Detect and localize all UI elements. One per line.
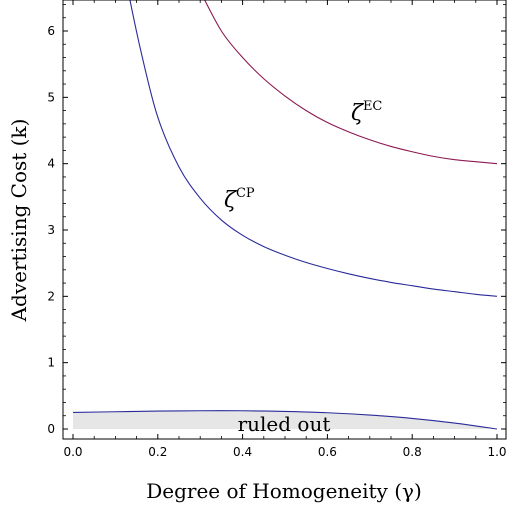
- y-tick-label: 5: [47, 90, 55, 104]
- curves: [72, 0, 498, 430]
- x-tick-label: 1.0: [487, 445, 506, 459]
- curve-label-cp: ζCP: [224, 186, 255, 213]
- y-axis-ticks: 0 1 2 3 4 5 6: [47, 4, 506, 436]
- x-tick-label: 0.2: [148, 445, 167, 459]
- y-tick-label: 2: [47, 289, 55, 303]
- x-axis-label: Degree of Homogeneity (γ): [146, 479, 422, 503]
- ruled-out-label: ruled out: [238, 412, 331, 436]
- y-tick-label: 4: [47, 157, 55, 171]
- ruled-out-region: [73, 410, 497, 429]
- plot-frame: [62, 0, 507, 440]
- curve-boundary: [72, 410, 498, 430]
- curve-cp: [129, 0, 498, 297]
- y-tick-label: 0: [47, 422, 55, 436]
- y-axis-label: Advertising Cost (k): [7, 119, 31, 323]
- x-tick-label: 0.8: [403, 445, 422, 459]
- curve-label-ec: ζEC: [351, 99, 382, 126]
- x-tick-label: 0.4: [233, 445, 252, 459]
- y-tick-label: 6: [47, 24, 55, 38]
- x-tick-label: 0.6: [318, 445, 337, 459]
- x-tick-label: 0.0: [63, 445, 82, 459]
- y-tick-label: 3: [47, 223, 55, 237]
- x-axis-ticks: 0.0 0.2 0.4 0.6 0.8 1.0: [63, 0, 507, 459]
- y-tick-label: 1: [47, 356, 55, 370]
- curve-ec: [204, 0, 498, 165]
